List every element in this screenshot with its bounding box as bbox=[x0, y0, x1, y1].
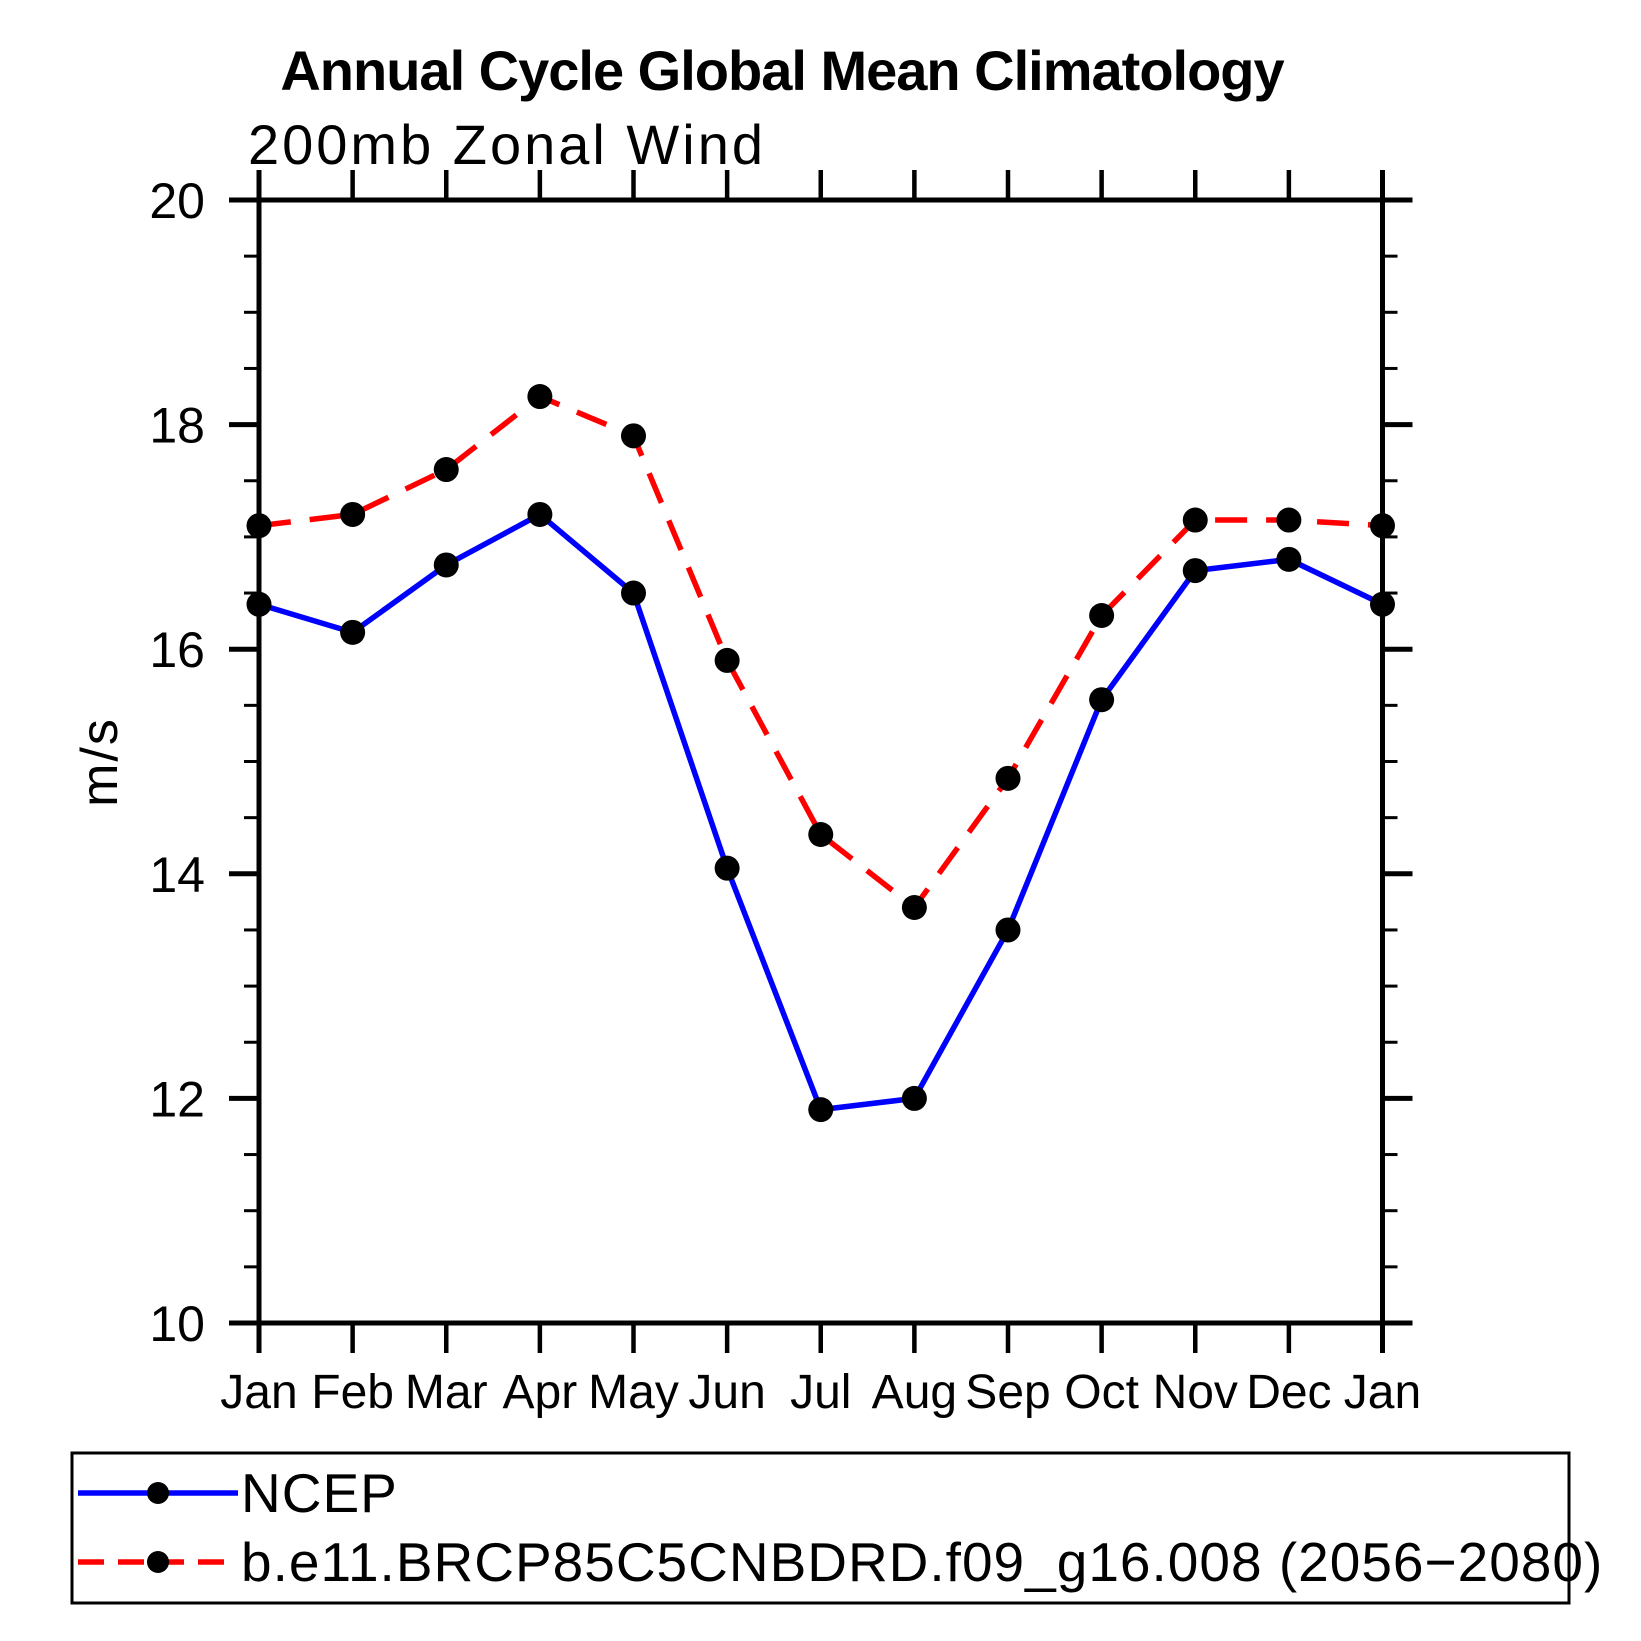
y-tick-label: 14 bbox=[149, 847, 205, 903]
legend-marker bbox=[147, 1551, 169, 1573]
legend-marker bbox=[147, 1482, 169, 1504]
data-point-marker bbox=[433, 552, 459, 578]
x-tick-label: Jul bbox=[790, 1366, 851, 1419]
x-tick-label: May bbox=[588, 1366, 679, 1419]
x-tick-label: Oct bbox=[1064, 1366, 1139, 1419]
legend-row: NCEP bbox=[78, 1462, 398, 1524]
data-point-marker bbox=[1370, 513, 1395, 539]
legend-label: b.e11.BRCP85C5CNBDRD.f09_g16.008 (2056−2… bbox=[241, 1531, 1603, 1593]
axes: 10 12 14 16 18 20 Jan Feb Mar Apr May Jun Jul Aug Sep O… bbox=[149, 170, 1421, 1419]
data-point-marker bbox=[246, 591, 272, 617]
data-point-marker bbox=[714, 855, 740, 881]
y-tick-label: 10 bbox=[149, 1296, 205, 1352]
data-point-marker bbox=[901, 894, 927, 920]
x-tick-label: Apr bbox=[503, 1366, 578, 1419]
legend: NCEP b.e11.BRCP85C5CNBDRD.f09_g16.008 (20… bbox=[70, 1451, 1603, 1605]
data-point-marker bbox=[808, 1097, 834, 1123]
series bbox=[246, 384, 1395, 1123]
data-point-marker bbox=[995, 917, 1021, 943]
data-point-marker bbox=[527, 501, 553, 527]
data-point-marker bbox=[808, 821, 834, 847]
x-tick-label: Jan bbox=[1344, 1366, 1421, 1419]
legend-label: NCEP bbox=[241, 1462, 398, 1524]
data-point-marker bbox=[995, 765, 1021, 791]
data-point-marker bbox=[1370, 591, 1395, 617]
data-point-marker bbox=[1182, 507, 1208, 533]
x-tick-label: Dec bbox=[1246, 1366, 1331, 1419]
data-point-marker bbox=[246, 513, 272, 539]
y-tick-label: 16 bbox=[149, 622, 205, 678]
series-model bbox=[246, 384, 1395, 920]
x-tick-label: Nov bbox=[1153, 1366, 1238, 1419]
data-point-marker bbox=[433, 457, 459, 483]
data-point-marker bbox=[1182, 558, 1208, 584]
x-tick-label: Mar bbox=[405, 1366, 488, 1419]
data-point-marker bbox=[1276, 546, 1302, 572]
x-tick-label: Jun bbox=[688, 1366, 765, 1419]
data-point-marker bbox=[901, 1085, 927, 1111]
data-point-marker bbox=[621, 423, 646, 449]
y-tick-label: 18 bbox=[149, 398, 205, 454]
data-point-marker bbox=[621, 580, 646, 606]
chart-subtitle: 200mb Zonal Wind bbox=[248, 113, 766, 176]
legend-row: b.e11.BRCP85C5CNBDRD.f09_g16.008 (2056−2… bbox=[78, 1531, 1603, 1593]
data-point-marker bbox=[1089, 603, 1115, 629]
x-tick-label: Aug bbox=[872, 1366, 957, 1419]
y-tick-label: 20 bbox=[149, 173, 205, 229]
y-tick-label: 12 bbox=[149, 1071, 205, 1127]
series-ncep bbox=[246, 501, 1395, 1123]
data-point-marker bbox=[527, 384, 553, 410]
data-point-marker bbox=[1089, 687, 1115, 713]
x-tick-label: Feb bbox=[311, 1366, 394, 1419]
ncep-solid-line bbox=[258, 511, 1384, 1113]
x-tick-label: Jan bbox=[220, 1366, 297, 1419]
x-tick-label: Sep bbox=[965, 1366, 1050, 1419]
data-point-marker bbox=[714, 647, 740, 673]
chart-title: Annual Cycle Global Mean Climatology bbox=[280, 39, 1284, 102]
y-axis-label: m/s bbox=[71, 717, 129, 807]
data-point-marker bbox=[1276, 507, 1302, 533]
data-point-marker bbox=[340, 619, 366, 645]
data-point-marker bbox=[340, 501, 366, 527]
legend-box bbox=[70, 1451, 1571, 1605]
